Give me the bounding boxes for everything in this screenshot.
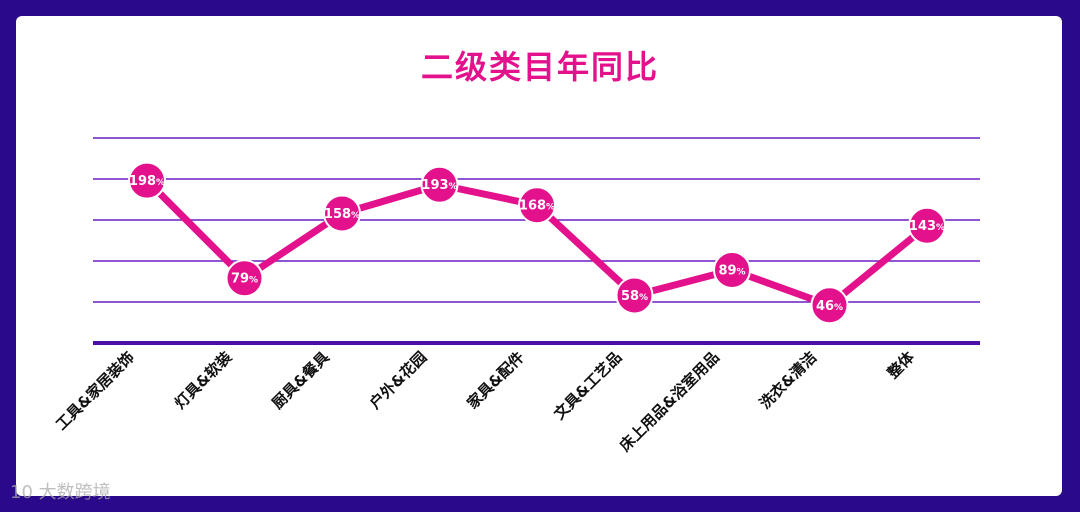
x-tick-label: 文具&工艺品 <box>550 348 625 423</box>
x-tick-label: 床上用品&浴室用品 <box>616 348 723 455</box>
data-label: 46% <box>816 299 843 314</box>
x-tick-label: 厨具&餐具 <box>268 348 332 412</box>
data-point <box>128 161 166 200</box>
data-label: 158% <box>324 207 360 222</box>
x-tick-label: 洗衣&清洁 <box>756 348 820 412</box>
data-label: 198% <box>129 174 165 189</box>
x-tick-label: 工具&家居装饰 <box>52 348 138 434</box>
data-label: 193% <box>421 178 457 193</box>
data-point <box>225 259 264 298</box>
data-point <box>615 276 654 315</box>
watermark-text: 大数跨境 <box>38 482 111 503</box>
x-tick-label: 家具&配件 <box>463 348 527 412</box>
data-point <box>518 186 556 225</box>
x-tick-label: 户外&花园 <box>366 348 430 412</box>
data-label: 143% <box>909 219 945 234</box>
chart-title: 二级类目年同比 <box>420 48 659 86</box>
watermark-logo-icon: 10 <box>10 482 33 503</box>
data-label: 58% <box>621 289 648 304</box>
data-point <box>810 286 849 325</box>
watermark: 10 大数跨境 <box>10 478 111 504</box>
data-label: 168% <box>519 199 555 214</box>
data-point <box>420 165 459 204</box>
data-label: 89% <box>718 264 745 279</box>
x-tick-label: 灯具&软装 <box>171 347 236 412</box>
data-point <box>908 206 946 245</box>
data-point <box>713 251 751 290</box>
data-point <box>323 194 361 233</box>
data-label: 79% <box>231 272 258 287</box>
x-tick-label: 整体 <box>884 347 919 382</box>
